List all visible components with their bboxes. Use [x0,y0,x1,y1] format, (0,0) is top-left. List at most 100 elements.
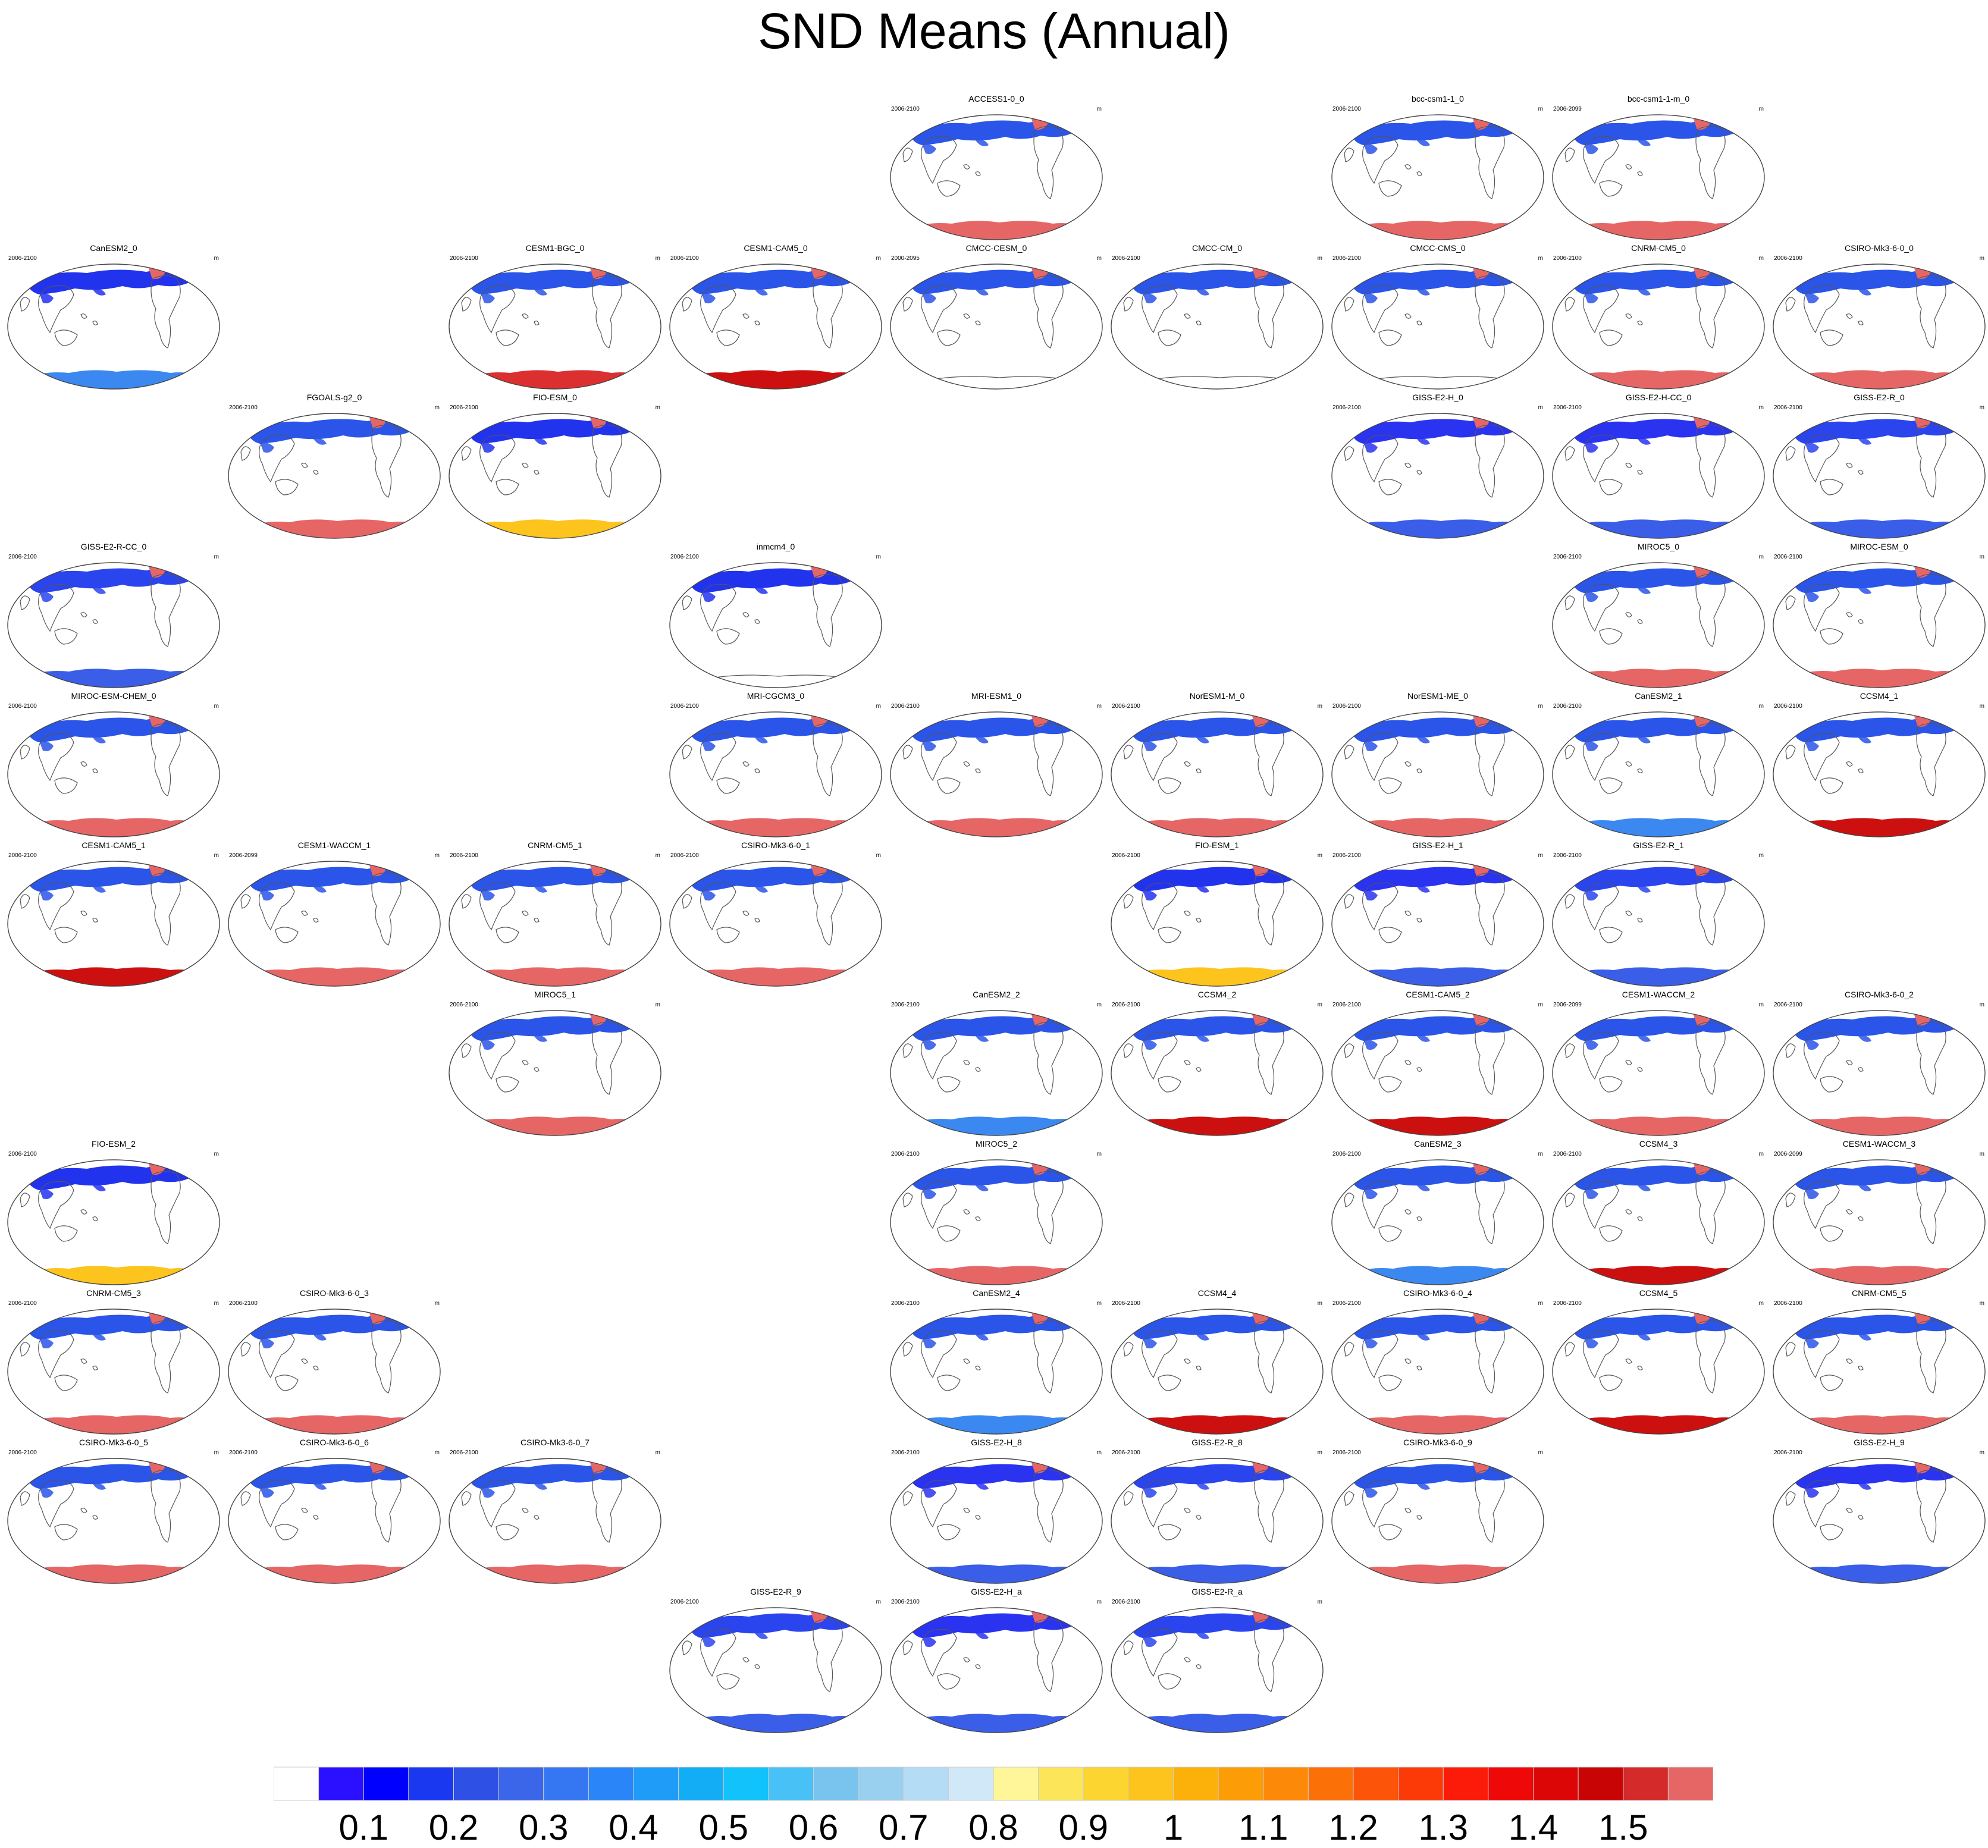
coastline [275,1524,299,1540]
coastline [1564,894,1575,909]
coastline [1142,285,1178,334]
coastline [181,266,198,281]
panel-years: 2006-2100 [891,1449,920,1456]
northern-snow-patches [1805,737,1871,751]
coastline [1726,1311,1743,1326]
panel-units: m [655,404,660,411]
globe-outline [1111,861,1324,987]
coastline [1362,1479,1399,1528]
coastline [479,285,516,334]
coastline [1637,768,1643,773]
panel-years: 2006-2100 [1774,554,1802,560]
northern-snow-field [1131,1464,1293,1489]
coastline [1344,148,1354,162]
panel-units: m [1538,852,1543,859]
coastline [181,1460,198,1475]
northern-snow-field [27,717,189,742]
panel-years: 2006-2100 [1553,852,1582,859]
coastline [402,1460,419,1475]
globe-map [1773,1010,1986,1136]
coastline [1599,927,1623,943]
coastline [275,479,299,495]
panel-title: CESM1-CAM5_0 [744,243,808,253]
coastline [1033,125,1064,199]
globe-outline [1111,711,1324,837]
coastline [742,761,750,767]
northern-snow-field [910,1613,1072,1638]
coastline [80,1508,87,1513]
coastline [1404,1209,1412,1215]
coastline [1285,1460,1302,1475]
panel-title: CSIRO-Mk3-6-0_6 [300,1438,369,1447]
globe-map [669,1607,882,1733]
panel-title: GISS-E2-H_0 [1412,393,1463,402]
northern-snow-patches [481,1036,547,1050]
coastline [1846,1060,1853,1065]
panel-units: m [655,1449,660,1456]
coastline [1947,714,1964,729]
coastline [1254,872,1284,946]
coastline [20,1342,30,1357]
coastline [813,573,843,647]
coastline [1123,1342,1134,1357]
coastline [301,1358,308,1364]
colorbar-swatch [1038,1767,1084,1801]
coastline [700,583,736,632]
coastline [1947,1012,1964,1027]
northern-snow-field [910,269,1072,294]
coastline [461,1491,472,1506]
colorbar [274,1767,1713,1801]
map-panel: FIO-ESM_2 2006-2100 m [4,1139,224,1288]
coastline [1285,1609,1302,1624]
coastline [1506,266,1522,281]
coastline [1858,1216,1864,1221]
coastline [1254,275,1284,349]
colorbar-swatch [1128,1767,1174,1801]
colorbar-swatch [813,1767,859,1801]
northern-snow-field [1793,717,1955,742]
globe-outline [228,1309,441,1435]
northern-snow-patches [701,737,768,751]
coastline [902,1043,913,1058]
coastline [522,1060,529,1065]
northern-snow-field [689,269,851,294]
coastline [1726,266,1743,281]
coastline [1378,479,1402,495]
globe-outline [1331,1159,1544,1285]
coastline [682,894,692,909]
northern-snow-patches [1143,1633,1209,1647]
panel-units: m [1758,404,1764,411]
coastline [1362,882,1399,931]
panel-years: 2006-2100 [891,106,920,112]
northern-snow-patches [922,1483,989,1498]
panel-units: m [1979,404,1984,411]
coastline [623,266,639,281]
coastline [700,882,736,931]
coastline [1416,321,1422,325]
colorbar-swatch [1488,1767,1534,1801]
northern-snow-field [1352,269,1513,294]
panel-title: CanESM2_4 [973,1288,1020,1298]
coastline [38,733,74,782]
northern-snow-field [1572,717,1734,742]
coastline [1820,1076,1843,1093]
map-panel: MRI-ESM1_0 2006-2100 m [886,691,1106,840]
coastline [700,1629,736,1677]
globe-map [890,1458,1103,1584]
coastline [1726,415,1743,430]
colorbar-swatch [1623,1767,1669,1801]
coastline [1858,768,1864,773]
coastline [313,918,319,923]
map-panel: FIO-ESM_1 2006-2100 m [1107,840,1327,989]
coastline [461,297,472,312]
coastline [313,470,319,475]
panel-title: NorESM1-M_0 [1189,691,1245,701]
coastline [1142,733,1178,782]
panel-units: m [876,554,881,560]
panel-units: m [1979,554,1984,560]
panel-title: GISS-E2-R_9 [750,1587,801,1596]
figure-title: SND Means (Annual) [758,3,1230,59]
globe-outline [1773,413,1986,539]
coastline [844,1609,860,1624]
coastline [975,1067,981,1072]
